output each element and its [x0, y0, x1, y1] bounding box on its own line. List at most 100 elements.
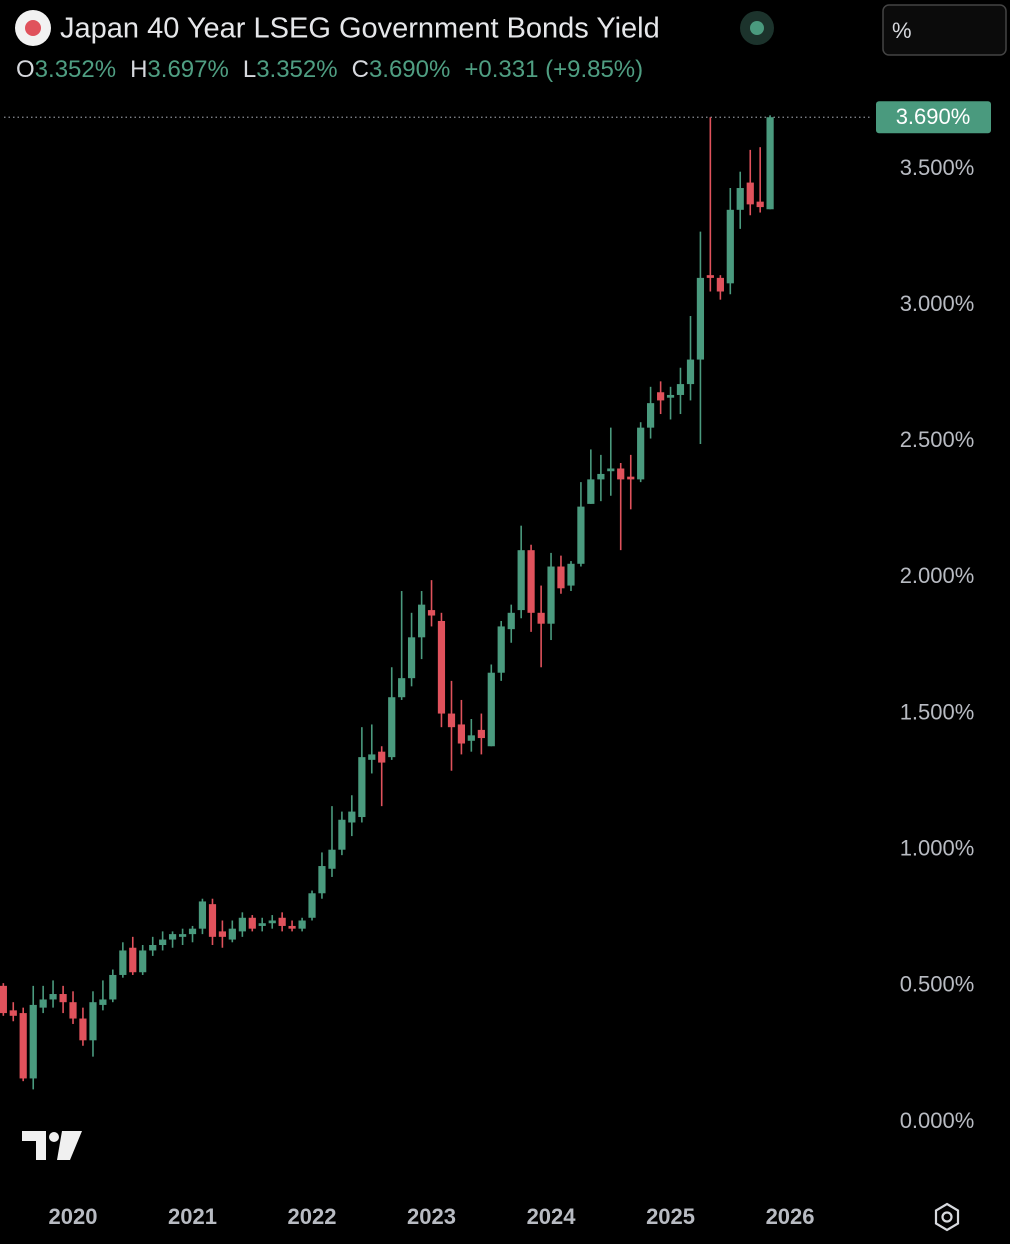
y-tick-label: 2.500% [900, 427, 975, 452]
candle-body [716, 277, 724, 292]
candle-body [457, 724, 466, 744]
chart-title: Japan 40 Year LSEG Government Bonds Yiel… [60, 13, 660, 45]
x-tick-label: 2023 [407, 1204, 456, 1229]
candle-body [99, 999, 107, 1005]
candle-body [19, 1013, 27, 1079]
candle-body [168, 934, 177, 940]
candle-body [69, 1002, 77, 1019]
legend-key: O [16, 56, 35, 83]
candle-body [29, 1004, 37, 1079]
candle-body [587, 479, 595, 504]
candle-body [388, 697, 396, 758]
unit-button-label[interactable]: % [892, 18, 912, 43]
candle-body [696, 277, 705, 360]
candle-body [477, 729, 485, 739]
candle-body [348, 811, 356, 823]
ohlc-legend: O3.352% H3.697% L3.352% C3.690% +0.331 (+9.8… [16, 56, 643, 83]
status-icon [740, 11, 774, 45]
last-price-badge [876, 101, 991, 134]
candle-body [646, 403, 655, 428]
candle-body [666, 394, 675, 398]
candle-body [179, 934, 187, 937]
candle-body [278, 917, 286, 926]
candle-body [139, 950, 147, 973]
x-tick-label: 2025 [646, 1204, 695, 1229]
candle-body [188, 928, 197, 935]
candle-body [537, 612, 545, 624]
candle-body [318, 866, 326, 894]
candle-body [149, 945, 157, 951]
candle-body [567, 563, 575, 586]
candle-body [507, 612, 515, 630]
legend-value: 3.690% [369, 56, 450, 83]
candle-body [328, 849, 336, 869]
candle-body [59, 994, 67, 1003]
candle-body [527, 550, 535, 613]
y-tick-label: 1.500% [900, 699, 975, 724]
candle-body [427, 610, 436, 616]
candle-body [198, 901, 207, 929]
candle-body [746, 182, 754, 205]
candle-body [637, 427, 645, 480]
flag-icon [15, 10, 51, 46]
candle-body [298, 920, 306, 929]
candle-body [79, 1018, 87, 1041]
y-tick-label: 3.500% [900, 155, 975, 180]
x-tick-label: 2026 [766, 1204, 815, 1229]
candle-body [547, 566, 555, 624]
candle-body [617, 468, 625, 480]
unit-button[interactable]: % [882, 4, 1007, 56]
candle-body [726, 209, 734, 284]
y-tick-label: 3.000% [900, 291, 975, 316]
candle-body [398, 678, 406, 698]
last-price-label: 3.690% [896, 104, 971, 129]
candle-body [119, 950, 127, 975]
candle-body [407, 637, 416, 679]
legend-value: 3.697% [147, 56, 228, 83]
candle-body [9, 1010, 17, 1016]
candle-body [418, 604, 426, 638]
candle-body [676, 384, 685, 395]
candle-body [238, 917, 246, 932]
x-tick-label: 2020 [49, 1204, 98, 1229]
settings-icon[interactable] [934, 1202, 960, 1232]
candle-body [378, 751, 386, 763]
legend-value: 3.352% [256, 56, 337, 83]
legend-key: C [352, 56, 369, 83]
candle-body [706, 275, 714, 278]
candle-body [89, 1002, 97, 1041]
candle-body [358, 757, 366, 818]
candle-body [437, 620, 446, 714]
candle-body [756, 201, 764, 208]
x-tick-label: 2024 [527, 1204, 577, 1229]
candle-body [497, 626, 505, 673]
x-tick-label: 2021 [168, 1204, 217, 1229]
legend-key: H [130, 56, 147, 83]
candle-body [597, 473, 605, 480]
candle-body [39, 999, 47, 1008]
candle-body [467, 735, 475, 741]
legend-value: 3.352% [35, 56, 116, 83]
x-tick-label: 2022 [288, 1204, 337, 1229]
candle-body [228, 928, 236, 940]
candle-body [736, 188, 744, 210]
candle-body [368, 754, 376, 760]
candle-body [109, 974, 117, 1000]
candle-body [517, 550, 525, 611]
tradingview-logo [22, 1131, 82, 1160]
candle-body [248, 917, 256, 929]
candle-body [487, 672, 495, 747]
candle-body [49, 994, 57, 1000]
candle-body [129, 947, 137, 973]
candle-body [159, 939, 167, 946]
candle-body [258, 923, 266, 926]
y-tick-label: 0.500% [900, 972, 975, 997]
candle-body [607, 468, 615, 472]
candle-body [557, 566, 565, 589]
legend-key: L [243, 56, 256, 83]
legend-change: +0.331 (+9.85%) [464, 56, 643, 83]
y-tick-label: 1.000% [900, 836, 975, 861]
candle-body [338, 819, 346, 850]
